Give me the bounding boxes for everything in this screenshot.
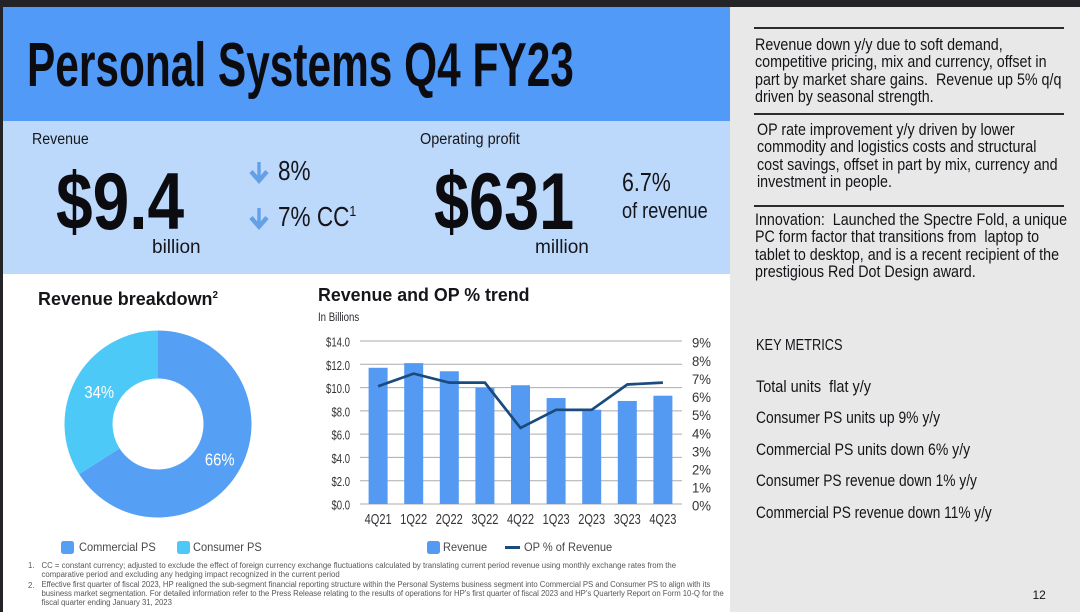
- svg-text:4Q21: 4Q21: [365, 511, 392, 528]
- svg-text:1Q23: 1Q23: [543, 511, 570, 528]
- svg-text:$8.0: $8.0: [332, 405, 351, 419]
- svg-text:1%: 1%: [692, 480, 711, 496]
- svg-text:7%: 7%: [692, 371, 711, 387]
- svg-text:66%: 66%: [205, 449, 235, 469]
- svg-text:6%: 6%: [692, 389, 711, 405]
- svg-text:34%: 34%: [84, 382, 114, 402]
- svg-text:$0.0: $0.0: [332, 499, 351, 513]
- svg-text:$4.0: $4.0: [332, 452, 351, 466]
- svg-text:3Q23: 3Q23: [614, 511, 641, 528]
- svg-text:4Q23: 4Q23: [649, 511, 676, 528]
- svg-text:$12.0: $12.0: [326, 359, 350, 373]
- svg-text:2Q22: 2Q22: [436, 511, 463, 528]
- svg-text:5%: 5%: [692, 407, 711, 423]
- svg-text:8%: 8%: [692, 353, 711, 369]
- svg-text:3Q22: 3Q22: [471, 511, 498, 528]
- svg-text:$6.0: $6.0: [332, 429, 351, 443]
- svg-text:9%: 9%: [692, 335, 711, 351]
- svg-text:$14.0: $14.0: [326, 336, 350, 350]
- svg-text:$10.0: $10.0: [326, 382, 350, 396]
- svg-text:4Q22: 4Q22: [507, 511, 534, 528]
- svg-text:$2.0: $2.0: [332, 475, 351, 489]
- svg-text:4%: 4%: [692, 425, 711, 441]
- svg-text:1Q22: 1Q22: [400, 511, 427, 528]
- svg-text:2Q23: 2Q23: [578, 511, 605, 528]
- svg-text:3%: 3%: [692, 443, 711, 459]
- svg-text:2%: 2%: [692, 461, 711, 477]
- svg-text:0%: 0%: [692, 498, 711, 514]
